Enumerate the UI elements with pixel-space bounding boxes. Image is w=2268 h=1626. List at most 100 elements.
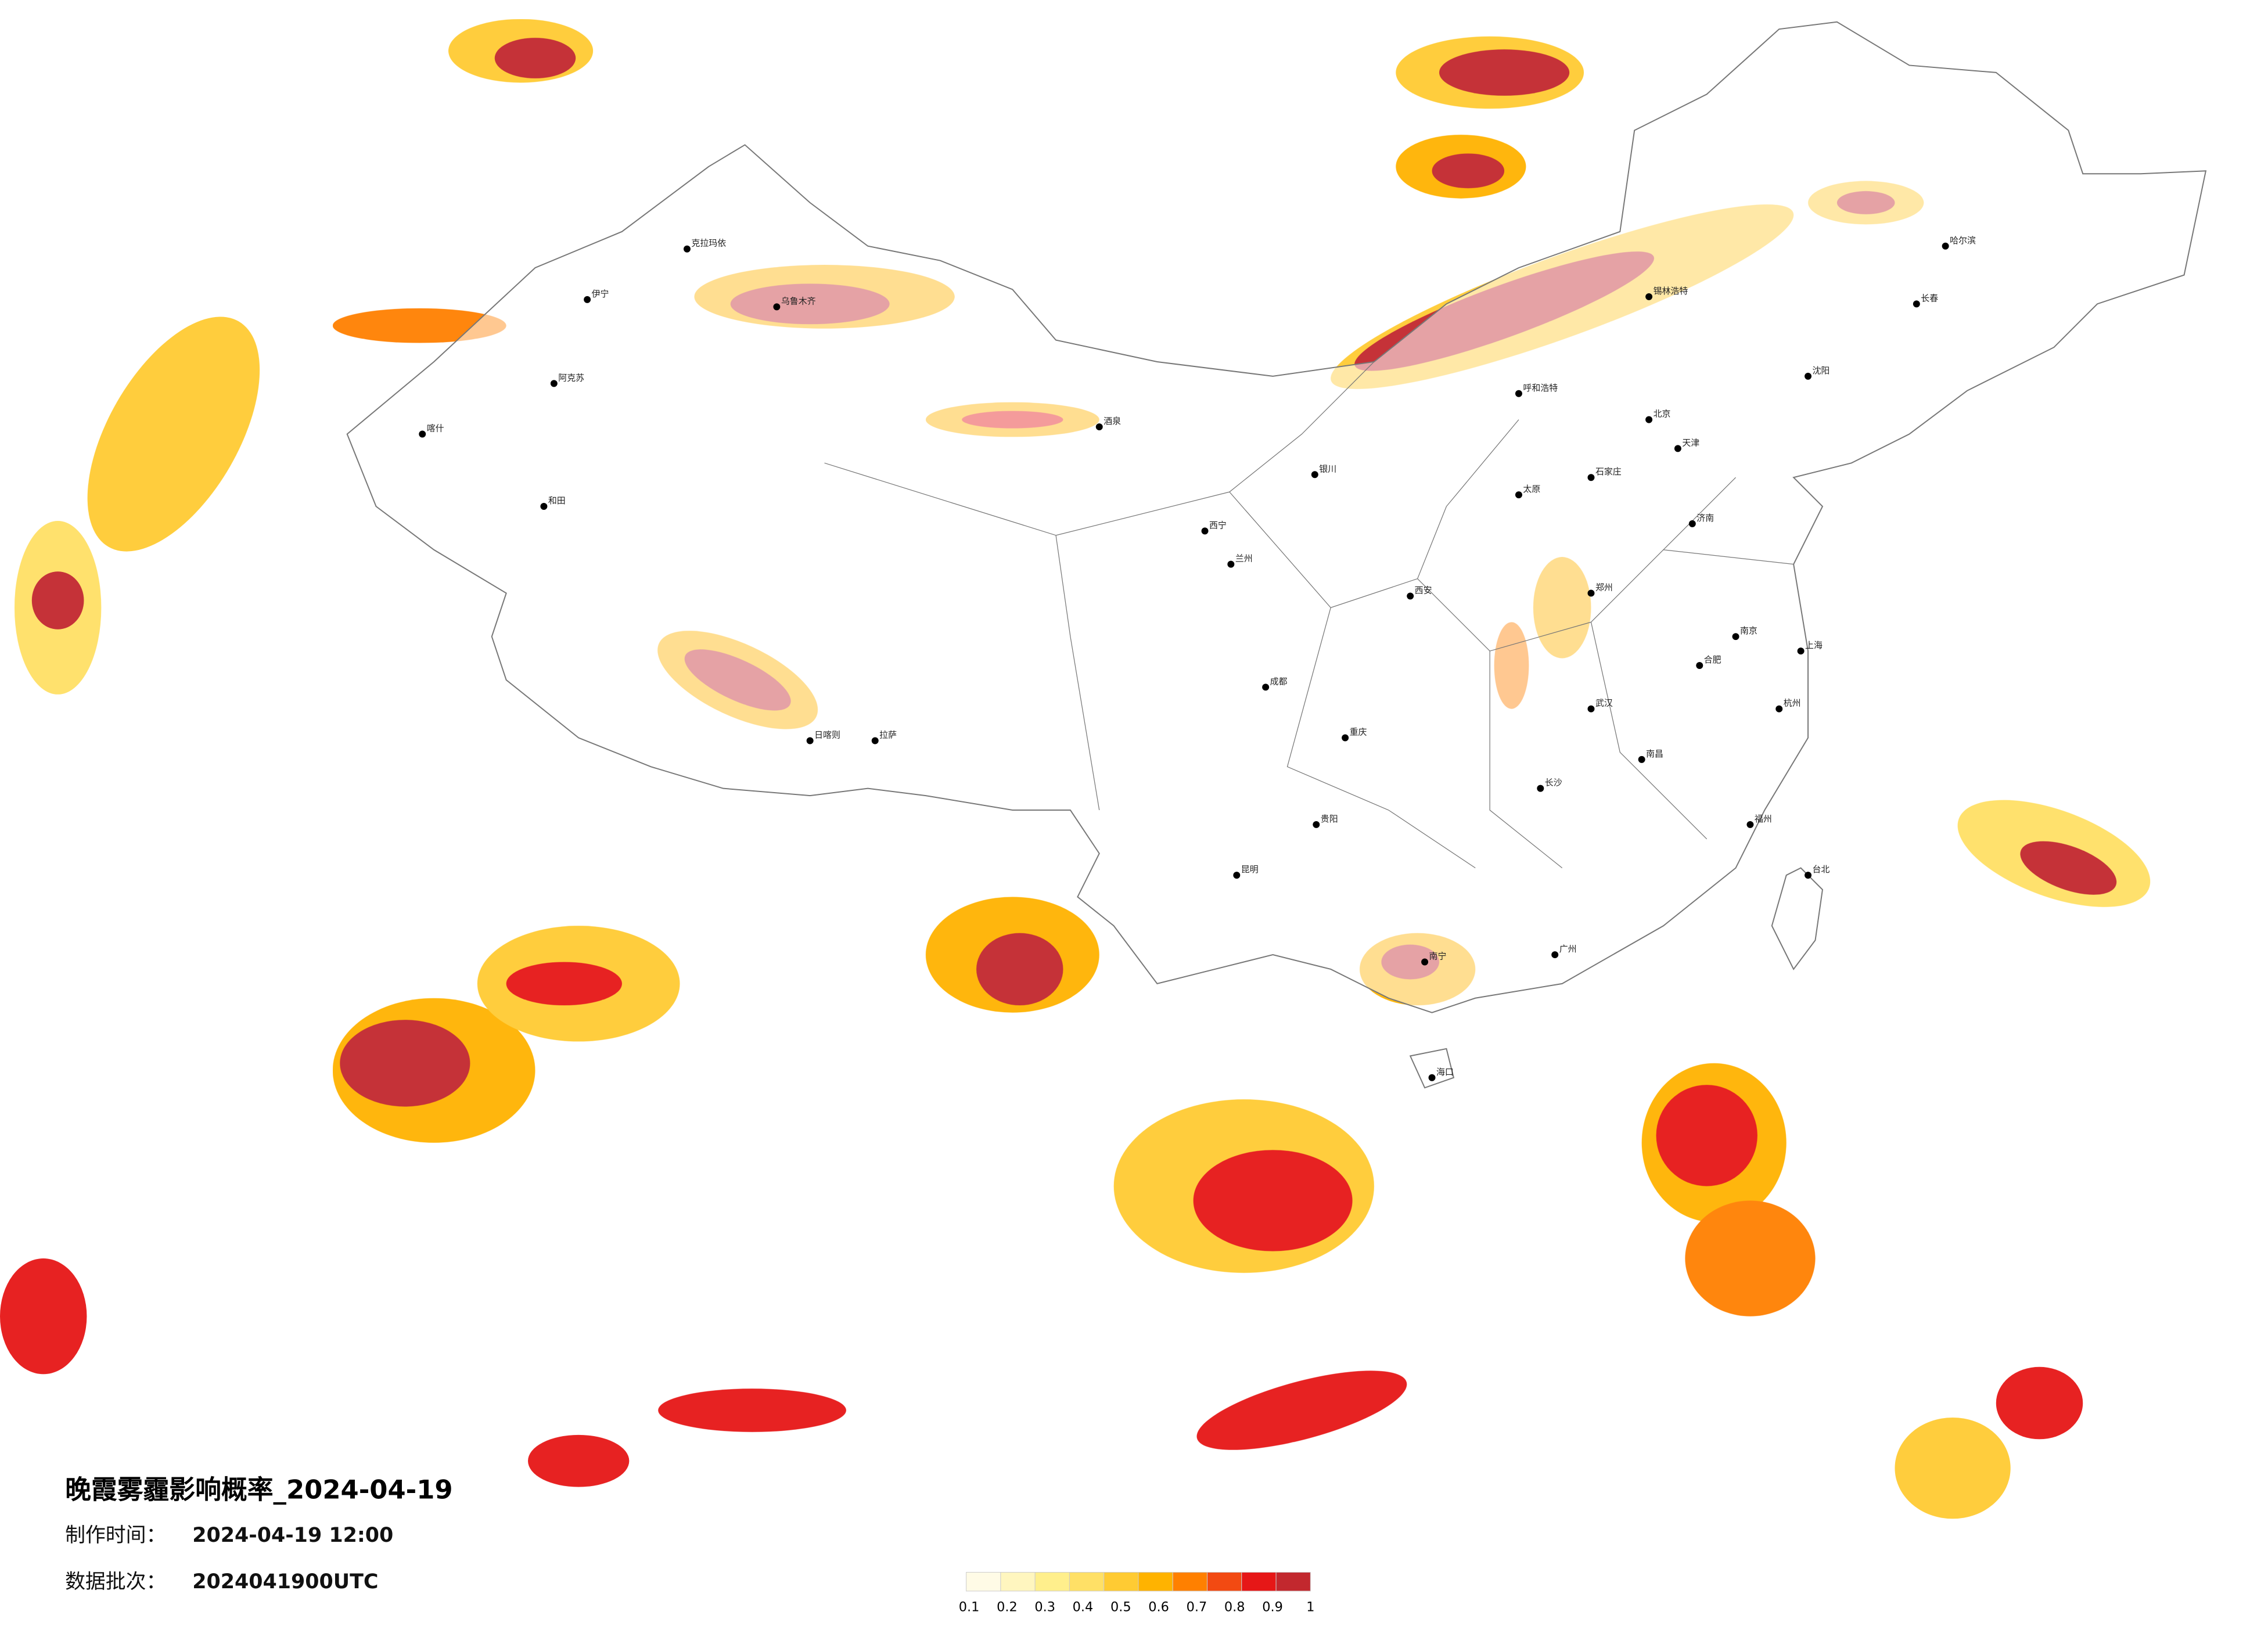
city-dot — [1537, 785, 1544, 792]
legend-swatch — [1069, 1571, 1105, 1592]
city-label: 重庆 — [1350, 727, 1367, 738]
legend-swatch — [1275, 1571, 1311, 1592]
legend-swatch — [1241, 1571, 1277, 1592]
city-label: 太原 — [1523, 484, 1540, 494]
city-dot — [419, 430, 426, 438]
production-time: 2024-04-19 12:00 — [192, 1524, 393, 1547]
city-dot — [1746, 821, 1754, 828]
city-label: 阿克苏 — [558, 372, 584, 383]
legend-tick-label: 0.5 — [1110, 1600, 1131, 1615]
city-label: 锡林浩特 — [1654, 286, 1688, 296]
city-label: 西安 — [1415, 585, 1432, 595]
city-dot — [1913, 300, 1920, 308]
city-label: 武汉 — [1595, 698, 1613, 708]
legend-swatch — [1000, 1571, 1036, 1592]
city-label: 兰州 — [1235, 553, 1253, 564]
city-dot — [1201, 527, 1209, 535]
city-dot — [1688, 520, 1696, 527]
city-dot — [1587, 589, 1595, 597]
city-label: 济南 — [1696, 513, 1714, 523]
city-label: 和田 — [548, 495, 566, 506]
city-dot — [1587, 474, 1595, 481]
city-dot — [1587, 705, 1595, 713]
city-dot — [1311, 471, 1318, 479]
city-label: 石家庄 — [1595, 466, 1622, 477]
city-dot — [584, 296, 591, 303]
city-dot — [1313, 821, 1320, 828]
city-label: 南京 — [1740, 625, 1757, 636]
city-label: 郑州 — [1595, 582, 1613, 592]
city-label: 天津 — [1682, 437, 1699, 448]
legend-swatch — [1034, 1571, 1070, 1592]
city-label: 拉萨 — [879, 729, 897, 740]
city-label: 西宁 — [1209, 520, 1227, 530]
city-dot — [1428, 1074, 1436, 1081]
city-dot — [1262, 684, 1270, 691]
taiwan — [1771, 867, 1824, 970]
city-dot — [806, 737, 814, 744]
city-dot — [1805, 372, 1812, 380]
china-outline — [346, 21, 2207, 1013]
city-dot — [1732, 633, 1739, 641]
city-label: 贵阳 — [1321, 814, 1338, 824]
city-dot — [683, 245, 691, 253]
city-label: 喀什 — [427, 423, 444, 434]
boundaries — [346, 21, 2207, 1089]
city-dot — [1645, 293, 1653, 300]
city-dot — [1095, 423, 1103, 431]
city-label: 长沙 — [1545, 778, 1562, 788]
production-label: 制作时间： — [65, 1524, 166, 1547]
province-lines — [824, 361, 1794, 869]
legend-tick-label: 0.2 — [997, 1600, 1018, 1615]
city-dot — [1227, 560, 1235, 568]
city-dot — [1805, 872, 1812, 879]
legend-swatch — [1104, 1571, 1139, 1592]
legend-tick-label: 1 — [1306, 1600, 1314, 1615]
city-label: 伊宁 — [592, 289, 609, 299]
city-label: 哈尔滨 — [1950, 235, 1976, 246]
city-dot — [550, 380, 558, 387]
legend: 0.1 0.2 0.3 0.4 0.5 0.6 0.7 0.8 0.9 1 — [959, 1571, 1314, 1615]
city-label: 克拉玛依 — [691, 238, 726, 249]
city-label: 海口 — [1436, 1067, 1454, 1077]
city-label: 乌鲁木齐 — [781, 296, 816, 306]
legend-tick-label: 0.8 — [1224, 1600, 1245, 1615]
city-label: 银川 — [1319, 463, 1336, 474]
city-label: 广州 — [1559, 944, 1577, 954]
city-label: 沈阳 — [1813, 365, 1830, 376]
city-dot — [1421, 958, 1429, 966]
city-dot — [1674, 445, 1681, 452]
batch-label: 数据批次： — [65, 1570, 166, 1593]
hainan — [1409, 1048, 1455, 1089]
city-dot — [1407, 592, 1414, 600]
legend-swatch — [1172, 1571, 1208, 1592]
city-label: 南宁 — [1429, 951, 1447, 962]
city-dot — [1638, 756, 1645, 763]
title: 晚霞雾霾影响概率_2024-04-19 — [65, 1474, 453, 1505]
city-label: 长春 — [1921, 293, 1938, 303]
city-dot — [1696, 661, 1703, 669]
batch-value: 2024041900UTC — [192, 1570, 378, 1593]
city-label: 酒泉 — [1104, 416, 1121, 426]
city-dot — [871, 737, 879, 744]
city-label: 呼和浩特 — [1523, 383, 1558, 393]
city-label: 成都 — [1270, 676, 1288, 686]
city-dot — [1233, 872, 1241, 879]
city-label: 杭州 — [1784, 698, 1801, 708]
city-label: 上海 — [1805, 640, 1823, 650]
city-dot — [1342, 734, 1349, 742]
city-dot — [1515, 491, 1522, 499]
city-dot — [540, 503, 548, 510]
legend-tick-label: 0.3 — [1034, 1600, 1055, 1615]
city-dot — [1797, 647, 1805, 655]
city-label: 合肥 — [1704, 654, 1721, 665]
legend-tick-label: 0.6 — [1148, 1600, 1169, 1615]
city-label: 日喀则 — [814, 729, 840, 740]
city-dot — [1551, 951, 1559, 959]
legend-tick-label: 0.9 — [1262, 1600, 1283, 1615]
city-label: 台北 — [1813, 864, 1830, 875]
city-label: 昆明 — [1241, 864, 1259, 875]
